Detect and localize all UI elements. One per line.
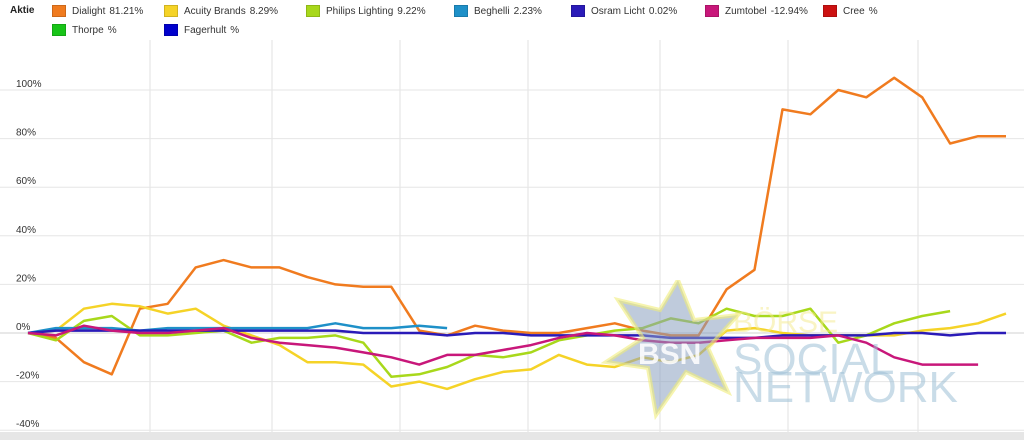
series-line-zumtobel xyxy=(27,324,979,366)
legend: Aktie Dialight 81.21% Acuity Brands 8.29% Ph… xyxy=(0,0,1024,40)
legend-item-thorpe[interactable]: Thorpe% xyxy=(52,23,117,37)
series-line-dialight xyxy=(27,76,1006,376)
y-tick-label: 40% xyxy=(16,225,36,236)
legend-item-acuity-brands[interactable]: Acuity Brands 8.29% xyxy=(164,4,278,18)
legend-value: 2.23% xyxy=(513,5,542,17)
legend-swatch xyxy=(454,5,468,17)
legend-value: 0.02% xyxy=(648,5,678,17)
legend-item-cree[interactable]: Cree% xyxy=(823,4,878,18)
y-tick-label: 80% xyxy=(16,128,36,139)
legend-item-philips-lighting[interactable]: Philips Lighting 9.22% xyxy=(306,4,426,18)
legend-swatch xyxy=(823,5,837,17)
y-tick-label: -20% xyxy=(16,371,39,382)
legend-swatch xyxy=(705,5,719,17)
legend-value: -12.94% xyxy=(770,5,808,17)
y-axis: 100% 80% 60% 40% 20% 0% -20% -40% xyxy=(16,79,42,430)
legend-value: 9.22% xyxy=(397,5,426,17)
legend-swatch xyxy=(164,24,178,36)
legend-value: % xyxy=(107,24,117,36)
legend-value: 8.29% xyxy=(249,5,279,17)
x-axis-strip xyxy=(0,432,1024,440)
legend-value: % xyxy=(868,5,878,17)
legend-label: Acuity Brands xyxy=(184,5,246,17)
bsn-logo-text: BSN xyxy=(638,338,701,371)
watermark-line-2: SOCIAL xyxy=(733,335,894,384)
series-lines xyxy=(27,76,1007,391)
watermark-line-3: NETWORK xyxy=(733,363,958,412)
legend-label: Zumtobel xyxy=(725,5,767,17)
legend-label: Beghelli xyxy=(474,5,510,17)
legend-label: Cree xyxy=(843,5,865,17)
legend-swatch xyxy=(52,24,66,36)
y-tick-label: -40% xyxy=(16,419,39,430)
watermark-line-1: BÖRSE xyxy=(733,306,838,339)
legend-label: Fagerhult xyxy=(184,24,227,36)
legend-item-dialight[interactable]: Dialight 81.21% xyxy=(52,4,143,18)
y-tick-label: 100% xyxy=(16,79,42,90)
legend-label: Osram Licht xyxy=(591,5,645,17)
y-tick-label: 60% xyxy=(16,176,36,187)
bsn-star-logo xyxy=(600,275,744,421)
legend-value: 81.21% xyxy=(109,5,144,17)
legend-value: % xyxy=(230,24,240,36)
legend-item-beghelli[interactable]: Beghelli 2.23% xyxy=(454,4,542,18)
bsn-watermark: BSN BÖRSE SOCIAL NETWORK xyxy=(598,275,958,421)
series-line-philips-lighting xyxy=(27,307,951,378)
legend-label: Dialight xyxy=(72,5,106,17)
legend-swatch xyxy=(571,5,585,17)
y-tick-label: 0% xyxy=(16,322,31,333)
legend-item-zumtobel[interactable]: Zumtobel -12.94% xyxy=(705,4,808,18)
legend-swatch xyxy=(306,5,320,17)
legend-swatch xyxy=(164,5,178,17)
legend-label: Thorpe xyxy=(72,24,104,36)
legend-title: Aktie xyxy=(10,5,35,16)
legend-item-osram-licht[interactable]: Osram Licht 0.02% xyxy=(571,4,677,18)
y-tick-label: 20% xyxy=(16,273,36,284)
legend-label: Philips Lighting xyxy=(326,5,394,17)
legend-swatch xyxy=(52,5,66,17)
legend-item-fagerhult[interactable]: Fagerhult% xyxy=(164,23,239,37)
